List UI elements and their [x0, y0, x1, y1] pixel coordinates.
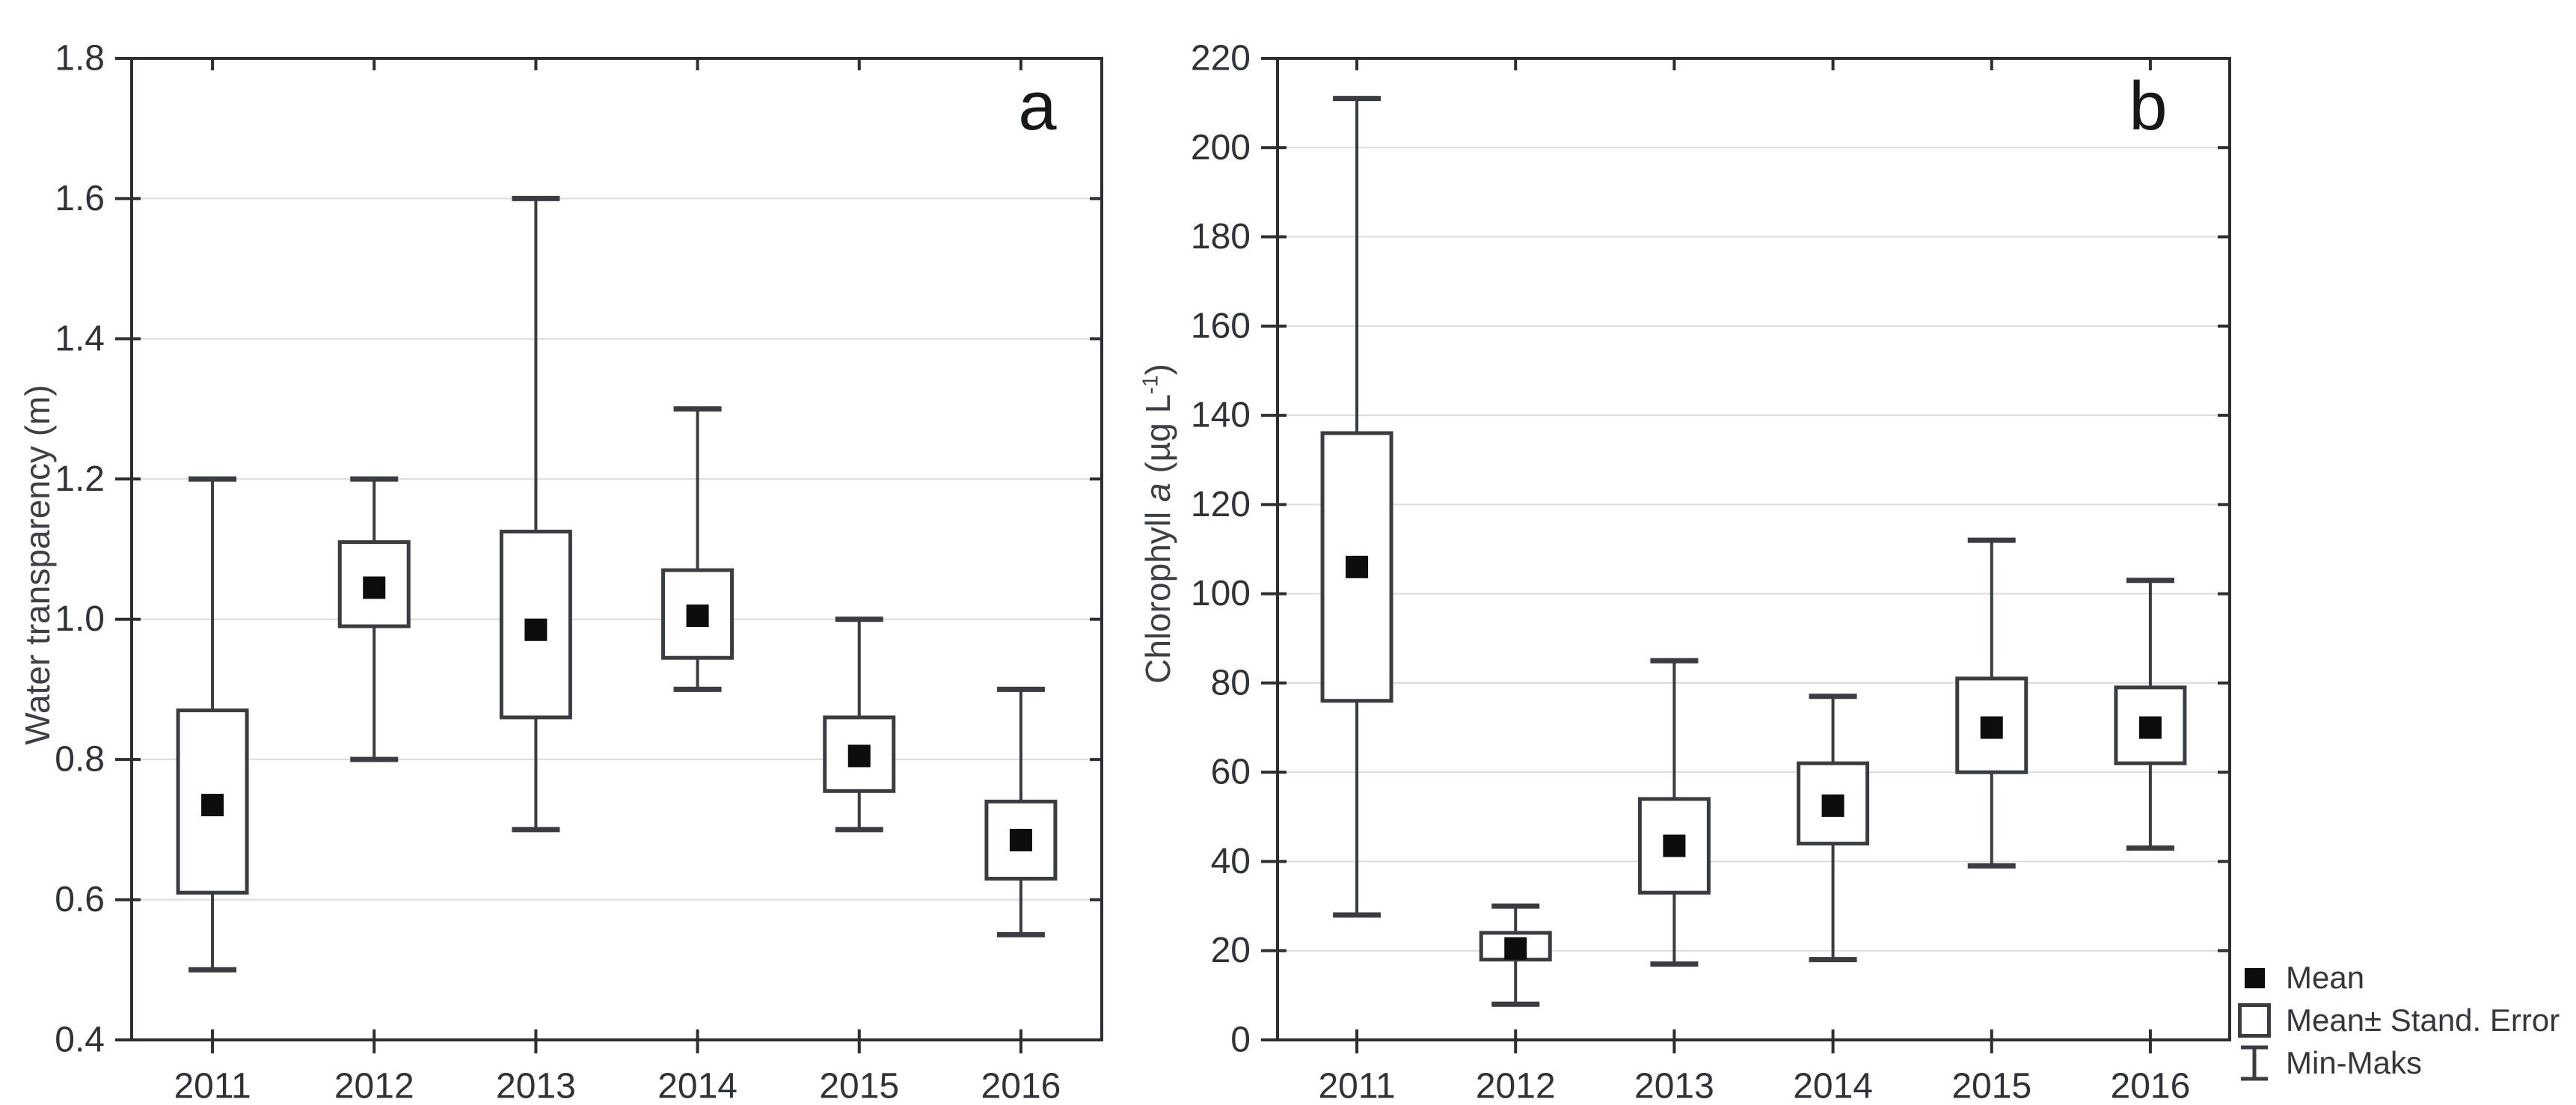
- y-tick-label: 1.0: [55, 599, 105, 639]
- y-tick-label: 0.8: [55, 740, 105, 780]
- x-tick-label: 2011: [1318, 1067, 1395, 1105]
- plot-frame: [130, 57, 1103, 1041]
- y-tick-label: 180: [1191, 217, 1251, 257]
- mean-marker: [524, 618, 548, 641]
- y-tick-label: 140: [1191, 396, 1251, 435]
- se-box-icon: [2235, 1003, 2274, 1038]
- y-tick-label: 1.8: [55, 39, 105, 79]
- box-a-2014: [661, 406, 735, 692]
- mean-marker: [1980, 716, 2003, 739]
- y-tick-label: 80: [1211, 663, 1251, 703]
- panel-a: 0.4 0.6 0.8 1.0 1.2 1.4 1.6 1.8 2011 2012 2013 2014…: [55, 39, 1103, 1105]
- box-b-2015: [1955, 537, 2028, 869]
- y-tick-label: 1.4: [55, 319, 105, 358]
- panel-label-b: b: [2129, 68, 2168, 144]
- box-a-2012: [337, 476, 411, 762]
- box-a-2015: [823, 616, 896, 833]
- legend-item-se-box: Mean± Stand. Error: [2235, 1003, 2560, 1038]
- minmax-whisker-glyph: [2241, 1045, 2268, 1081]
- box-b-2011: [1320, 96, 1393, 918]
- legend-item-mean-square: Mean: [2235, 960, 2560, 996]
- y-tick-label: 20: [1211, 931, 1251, 970]
- legend: Mean Mean± Stand. Error Min-Maks: [2235, 960, 2560, 1081]
- se-box: [1797, 761, 1870, 846]
- mean-marker: [1821, 794, 1844, 817]
- panel-label-a: a: [1018, 68, 1057, 144]
- x-tick-label: 2015: [819, 1067, 899, 1105]
- mean-marker: [1504, 937, 1527, 960]
- mean-square-glyph: [2244, 967, 2265, 988]
- y-tick-label: 200: [1191, 128, 1251, 168]
- y-axis-title-panel-b: Chlorophyll a (µg L-1): [1138, 364, 1178, 684]
- legend-label: Min-Maks: [2286, 1045, 2423, 1080]
- y-axis-title-b-prefix: Chlorophyll: [1138, 501, 1177, 684]
- legend-label: Mean± Stand. Error: [2286, 1003, 2560, 1038]
- mean-marker: [847, 744, 871, 768]
- mean-marker: [1346, 555, 1369, 578]
- minmax-whisker-icon: [2235, 1044, 2274, 1082]
- x-tick-label: 2013: [496, 1067, 576, 1105]
- y-tick-label: 0.6: [55, 880, 105, 919]
- x-tick-label: 2012: [1476, 1067, 1556, 1105]
- x-tick-label: 2011: [174, 1067, 251, 1105]
- y-tick-label: 100: [1191, 574, 1251, 613]
- y-tick-label: 0: [1230, 1020, 1251, 1060]
- mean-marker: [201, 794, 224, 817]
- box-b-2016: [2114, 578, 2187, 851]
- y-axis-title-b-unit: (µg L: [1138, 394, 1177, 483]
- x-tick-label: 2012: [334, 1067, 414, 1105]
- y-tick-label: 1.2: [55, 459, 105, 499]
- y-tick-label: 160: [1191, 306, 1251, 346]
- y-tick-label: 0.4: [55, 1020, 105, 1060]
- mean-marker: [1663, 834, 1686, 857]
- legend-item-minmax-whisker: Min-Maks: [2235, 1045, 2560, 1081]
- y-tick-label: 1.6: [55, 179, 105, 218]
- x-tick-label: 2016: [2111, 1067, 2191, 1105]
- y-tick-label: 220: [1191, 39, 1251, 79]
- box-b-2012: [1479, 903, 1552, 1007]
- y-axis-title-b-superscript: -1: [1138, 375, 1163, 394]
- y-tick-label: 40: [1211, 842, 1251, 881]
- y-axis-title-panel-a: Water transparency (m): [18, 385, 57, 745]
- x-tick-label: 2014: [657, 1067, 737, 1105]
- x-tick-label: 2013: [1634, 1067, 1714, 1105]
- x-tick-label: 2015: [1951, 1067, 2031, 1105]
- mean-square-icon: [2235, 967, 2274, 988]
- box-a-2013: [499, 195, 572, 833]
- mean-marker: [1009, 828, 1032, 851]
- box-a-2011: [176, 476, 249, 973]
- box-a-2016: [984, 686, 1058, 937]
- mean-marker: [2138, 716, 2162, 739]
- mean-marker: [363, 576, 386, 599]
- x-tick-label: 2014: [1793, 1067, 1873, 1105]
- se-box: [823, 715, 896, 793]
- y-axis-title-b-close: ): [1138, 364, 1177, 376]
- y-tick-label: 120: [1191, 485, 1251, 524]
- mean-marker: [686, 604, 709, 628]
- plot-frame: [1276, 57, 2231, 1041]
- legend-label: Mean: [2286, 960, 2365, 995]
- se-box-glyph: [2238, 1003, 2271, 1038]
- box-b-2013: [1637, 658, 1711, 967]
- panel-b: 0 20 40 60 80 100 120 140 160 180 200 220 2011 2012 20…: [1191, 39, 2231, 1105]
- y-axis-title-b-italic-a: a: [1138, 483, 1177, 502]
- y-tick-label: 60: [1211, 753, 1251, 792]
- x-tick-label: 2016: [981, 1067, 1061, 1105]
- box-b-2014: [1797, 694, 1870, 963]
